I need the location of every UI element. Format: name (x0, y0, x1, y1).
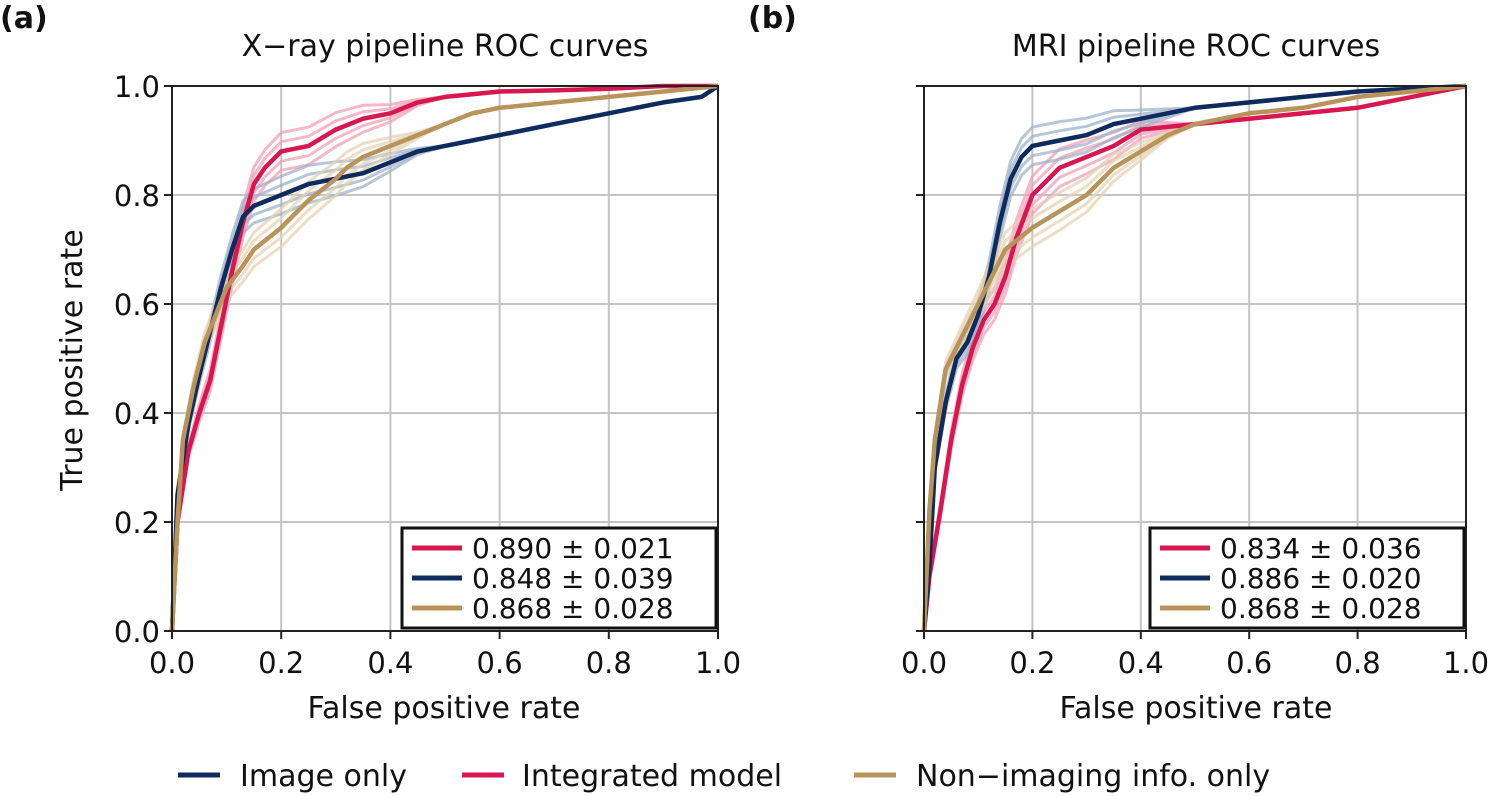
x-tick-label-5: 1.0 (1443, 646, 1489, 680)
roc-curve-non-imaging-info-only (169, 83, 719, 632)
x-tick-label-4: 0.8 (1335, 646, 1381, 680)
axes-xray: 0.0 0.2 0.4 0.6 0.8 1.0 0.0 0.2 0.4 0.6 0.8 1.0 (114, 70, 741, 680)
x-tick-label-3: 0.6 (1226, 646, 1272, 680)
auc-value-non-imaging-info-only: 0.868 ± 0.028 (472, 592, 674, 625)
auc-value-image-only: 0.848 ± 0.039 (472, 562, 674, 595)
series-group-xray (169, 83, 720, 632)
auc-value-image-only: 0.886 ± 0.020 (1220, 562, 1422, 595)
roc-curve-integrated-model (169, 83, 718, 632)
x-tick-label-5: 1.0 (695, 646, 741, 680)
plot-frame-xray (171, 85, 719, 632)
roc-curve-integrated-model (921, 83, 1467, 632)
x-tick-label-1: 0.2 (258, 646, 304, 680)
y-tick-label-1: 0.2 (114, 506, 160, 540)
legend-label-integrated: Integrated model (522, 759, 782, 794)
roc-curve-non-imaging-info-only (921, 83, 1467, 632)
legend-label-image-only: Image only (240, 759, 407, 794)
chart-title-mri: MRI pipeline ROC curves (1012, 29, 1380, 64)
y-tick-label-3: 0.6 (114, 288, 160, 322)
axes-mri: 0.0 0.2 0.4 0.6 0.8 1.0 (901, 85, 1489, 680)
figure-legend: Image only Integrated model Non−imaging … (178, 759, 1270, 794)
panel-mri: (b) MRI pipeline ROC curves False positi… (748, 1, 1489, 726)
y-tick-label-0: 0.0 (114, 615, 160, 649)
chart-title-xray: X−ray pipeline ROC curves (242, 29, 649, 64)
auc-value-integrated-model: 0.890 ± 0.021 (472, 532, 674, 565)
plot-frame-mri (923, 85, 1467, 632)
y-axis-label: True positive rate (55, 229, 90, 491)
y-tick-label-4: 0.8 (114, 179, 160, 213)
x-axis-label-xray: False positive rate (308, 691, 581, 726)
series-group-mri (921, 83, 1467, 632)
panel-label-a: (a) (0, 1, 48, 36)
x-axis-label-mri: False positive rate (1060, 691, 1333, 726)
auc-value-integrated-model: 0.834 ± 0.036 (1220, 532, 1422, 565)
x-tick-label-1: 0.2 (1009, 646, 1055, 680)
x-tick-label-3: 0.6 (477, 646, 523, 680)
panel-label-b: (b) (748, 1, 797, 36)
x-tick-label-4: 0.8 (586, 646, 632, 680)
y-tick-label-5: 1.0 (114, 70, 160, 104)
x-tick-label-0: 0.0 (901, 646, 947, 680)
x-tick-label-0: 0.0 (149, 646, 195, 680)
x-tick-label-2: 0.4 (367, 646, 413, 680)
panel-xray: (a) X−ray pipeline ROC curves True posit… (0, 1, 741, 726)
legend-label-non-imaging: Non−imaging info. only (916, 759, 1270, 794)
roc-curve-image-only (921, 83, 1467, 632)
plot-area-xray: 0.0 0.2 0.4 0.6 0.8 1.0 0.0 0.2 0.4 0.6 0.8 1.0 0.89… (114, 70, 741, 680)
y-tick-label-2: 0.4 (114, 397, 160, 431)
auc-value-non-imaging-info-only: 0.868 ± 0.028 (1220, 592, 1422, 625)
x-tick-label-2: 0.4 (1118, 646, 1164, 680)
